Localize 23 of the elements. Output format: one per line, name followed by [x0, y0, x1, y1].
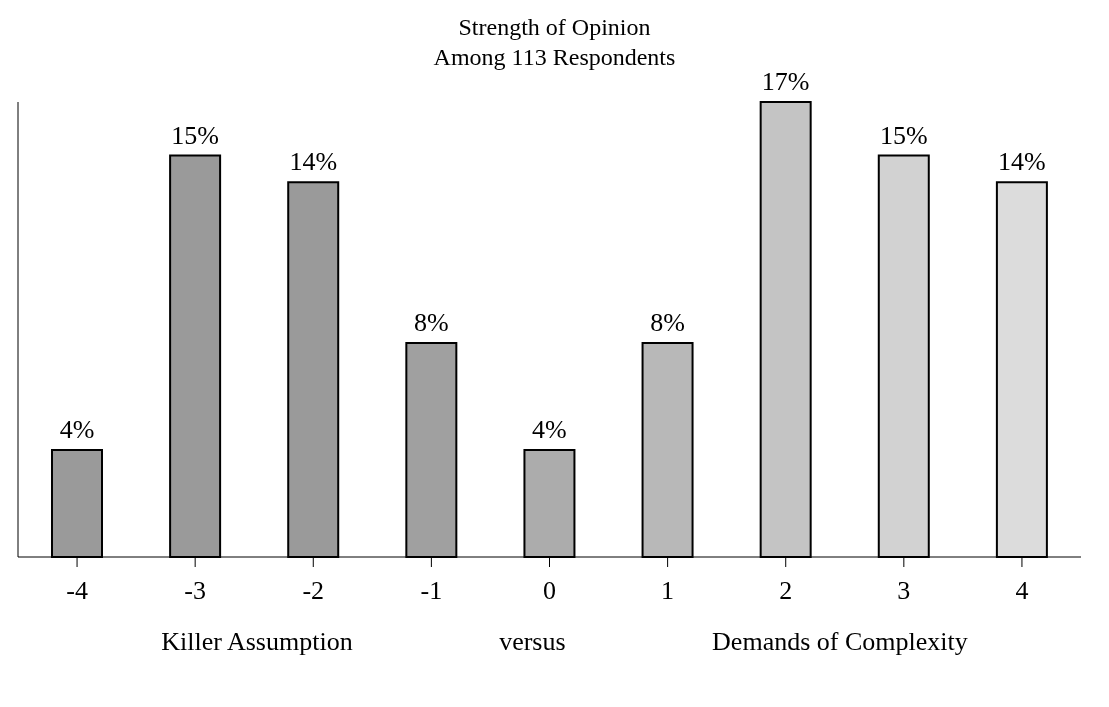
x-tick-label: -3 — [184, 576, 206, 606]
data-label: 14% — [998, 147, 1046, 177]
x-tick-label: 0 — [543, 576, 556, 606]
text: Demands of Complexity — [712, 627, 968, 657]
x-tick-label: 1 — [661, 576, 675, 606]
data-label: 17% — [761, 67, 810, 96]
x-tick-label: -4 — [66, 576, 88, 606]
chart-subtitle: Among 113 Respondents — [433, 44, 676, 70]
x-tick-label: -1 — [420, 576, 443, 606]
x-tick-label: 2 — [779, 576, 793, 606]
data-label: 4% — [59, 414, 95, 444]
data-label: 8% — [414, 307, 449, 337]
data-label: 8% — [650, 307, 685, 337]
data-label: 14% — [289, 147, 338, 177]
chart-title: Strength of Opinion — [457, 13, 652, 42]
data-label: 15% — [879, 120, 928, 150]
x-tick-label: 3 — [897, 576, 911, 606]
text: versus — [499, 627, 566, 657]
data-label: 15% — [171, 120, 219, 150]
text: Killer Assumption — [161, 627, 353, 657]
x-tick-label: 4 — [1015, 576, 1029, 606]
x-tick-label: -2 — [302, 576, 325, 606]
data-label: 4% — [532, 414, 567, 444]
